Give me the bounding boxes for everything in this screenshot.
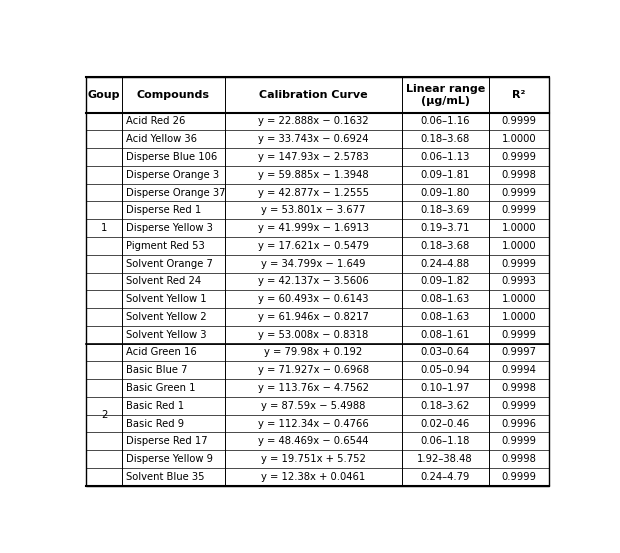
Text: 0.9999: 0.9999 <box>502 472 536 482</box>
Text: 1.0000: 1.0000 <box>502 294 536 304</box>
Text: Acid Red 26: Acid Red 26 <box>126 117 185 127</box>
Text: 0.9999: 0.9999 <box>502 117 536 127</box>
Text: 0.09–1.82: 0.09–1.82 <box>420 276 470 286</box>
Text: 0.9999: 0.9999 <box>502 187 536 197</box>
Text: Disperse Blue 106: Disperse Blue 106 <box>126 152 217 162</box>
Text: y = 61.946x − 0.8217: y = 61.946x − 0.8217 <box>258 312 369 322</box>
Text: 0.09–1.80: 0.09–1.80 <box>420 187 470 197</box>
Text: y = 42.877x − 1.2555: y = 42.877x − 1.2555 <box>258 187 369 197</box>
Text: Basic Red 9: Basic Red 9 <box>126 419 184 429</box>
Text: 0.9999: 0.9999 <box>502 401 536 411</box>
Text: Disperse Orange 37: Disperse Orange 37 <box>126 187 225 197</box>
Text: Compounds: Compounds <box>137 90 210 100</box>
Text: y = 113.76x − 4.7562: y = 113.76x − 4.7562 <box>258 383 369 393</box>
Text: 0.9993: 0.9993 <box>502 276 536 286</box>
Text: 2: 2 <box>101 410 107 420</box>
Text: 0.19–3.71: 0.19–3.71 <box>420 223 470 233</box>
Text: 0.06–1.16: 0.06–1.16 <box>420 117 470 127</box>
Text: Linear range
(μg/mL): Linear range (μg/mL) <box>405 84 485 106</box>
Text: 1.92–38.48: 1.92–38.48 <box>417 454 473 464</box>
Text: Calibration Curve: Calibration Curve <box>259 90 368 100</box>
Text: Basic Red 1: Basic Red 1 <box>126 401 184 411</box>
Text: 0.02–0.46: 0.02–0.46 <box>420 419 470 429</box>
Text: y = 12.38x + 0.0461: y = 12.38x + 0.0461 <box>261 472 365 482</box>
Text: 0.24–4.88: 0.24–4.88 <box>420 259 470 269</box>
Text: Disperse Yellow 3: Disperse Yellow 3 <box>126 223 213 233</box>
Text: y = 79.98x + 0.192: y = 79.98x + 0.192 <box>264 347 363 357</box>
Text: y = 19.751x + 5.752: y = 19.751x + 5.752 <box>261 454 366 464</box>
Text: Basic Blue 7: Basic Blue 7 <box>126 366 187 375</box>
Text: 1.0000: 1.0000 <box>502 134 536 144</box>
Text: 0.18–3.68: 0.18–3.68 <box>420 134 470 144</box>
Text: Solvent Blue 35: Solvent Blue 35 <box>126 472 205 482</box>
Text: 0.05–0.94: 0.05–0.94 <box>420 366 470 375</box>
Text: R²: R² <box>512 90 526 100</box>
Text: 0.10–1.97: 0.10–1.97 <box>420 383 470 393</box>
Text: y = 17.621x − 0.5479: y = 17.621x − 0.5479 <box>258 241 369 251</box>
Text: Solvent Red 24: Solvent Red 24 <box>126 276 201 286</box>
Text: y = 33.743x − 0.6924: y = 33.743x − 0.6924 <box>258 134 368 144</box>
Text: 1.0000: 1.0000 <box>502 312 536 322</box>
Text: 0.9998: 0.9998 <box>502 383 536 393</box>
Text: y = 42.137x − 3.5606: y = 42.137x − 3.5606 <box>258 276 369 286</box>
Text: 0.9998: 0.9998 <box>502 454 536 464</box>
Text: 0.03–0.64: 0.03–0.64 <box>420 347 470 357</box>
Text: Solvent Yellow 1: Solvent Yellow 1 <box>126 294 206 304</box>
Text: Disperse Red 17: Disperse Red 17 <box>126 436 208 446</box>
Text: 0.9999: 0.9999 <box>502 205 536 215</box>
Text: y = 22.888x − 0.1632: y = 22.888x − 0.1632 <box>258 117 368 127</box>
Text: y = 53.008x − 0.8318: y = 53.008x − 0.8318 <box>258 330 368 340</box>
Text: Acid Green 16: Acid Green 16 <box>126 347 197 357</box>
Text: y = 53.801x − 3.677: y = 53.801x − 3.677 <box>261 205 365 215</box>
Text: 0.08–1.61: 0.08–1.61 <box>420 330 470 340</box>
Text: Disperse Red 1: Disperse Red 1 <box>126 205 201 215</box>
Text: 0.9996: 0.9996 <box>502 419 536 429</box>
Text: y = 48.469x − 0.6544: y = 48.469x − 0.6544 <box>258 436 368 446</box>
Text: 0.9999: 0.9999 <box>502 259 536 269</box>
Text: 0.09–1.81: 0.09–1.81 <box>420 170 470 180</box>
Text: 0.9999: 0.9999 <box>502 330 536 340</box>
Text: Basic Green 1: Basic Green 1 <box>126 383 195 393</box>
Text: y = 147.93x − 2.5783: y = 147.93x − 2.5783 <box>258 152 369 162</box>
Text: y = 71.927x − 0.6968: y = 71.927x − 0.6968 <box>258 366 369 375</box>
Text: y = 59.885x − 1.3948: y = 59.885x − 1.3948 <box>258 170 368 180</box>
Text: 1: 1 <box>101 223 107 233</box>
Text: Goup: Goup <box>88 90 120 100</box>
Text: Disperse Yellow 9: Disperse Yellow 9 <box>126 454 213 464</box>
Text: 0.18–3.62: 0.18–3.62 <box>420 401 470 411</box>
Text: Solvent Yellow 3: Solvent Yellow 3 <box>126 330 206 340</box>
Text: Acid Yellow 36: Acid Yellow 36 <box>126 134 197 144</box>
Text: Solvent Orange 7: Solvent Orange 7 <box>126 259 213 269</box>
Text: y = 34.799x − 1.649: y = 34.799x − 1.649 <box>261 259 366 269</box>
Text: 0.06–1.13: 0.06–1.13 <box>420 152 470 162</box>
Text: y = 112.34x − 0.4766: y = 112.34x − 0.4766 <box>258 419 369 429</box>
Text: 0.9994: 0.9994 <box>502 366 536 375</box>
Text: Disperse Orange 3: Disperse Orange 3 <box>126 170 219 180</box>
Text: y = 60.493x − 0.6143: y = 60.493x − 0.6143 <box>258 294 368 304</box>
Text: 0.24–4.79: 0.24–4.79 <box>420 472 470 482</box>
Text: Solvent Yellow 2: Solvent Yellow 2 <box>126 312 206 322</box>
Text: 1.0000: 1.0000 <box>502 223 536 233</box>
Text: 0.18–3.68: 0.18–3.68 <box>420 241 470 251</box>
Text: 0.9998: 0.9998 <box>502 170 536 180</box>
Text: 0.08–1.63: 0.08–1.63 <box>420 294 470 304</box>
Text: 0.18–3.69: 0.18–3.69 <box>420 205 470 215</box>
Text: 0.9997: 0.9997 <box>502 347 536 357</box>
Text: 0.08–1.63: 0.08–1.63 <box>420 312 470 322</box>
Text: 1.0000: 1.0000 <box>502 241 536 251</box>
Text: Pigment Red 53: Pigment Red 53 <box>126 241 205 251</box>
Text: 0.9999: 0.9999 <box>502 436 536 446</box>
Text: y = 41.999x − 1.6913: y = 41.999x − 1.6913 <box>258 223 369 233</box>
Text: 0.06–1.18: 0.06–1.18 <box>420 436 470 446</box>
Text: 0.9999: 0.9999 <box>502 152 536 162</box>
Text: y = 87.59x − 5.4988: y = 87.59x − 5.4988 <box>261 401 365 411</box>
